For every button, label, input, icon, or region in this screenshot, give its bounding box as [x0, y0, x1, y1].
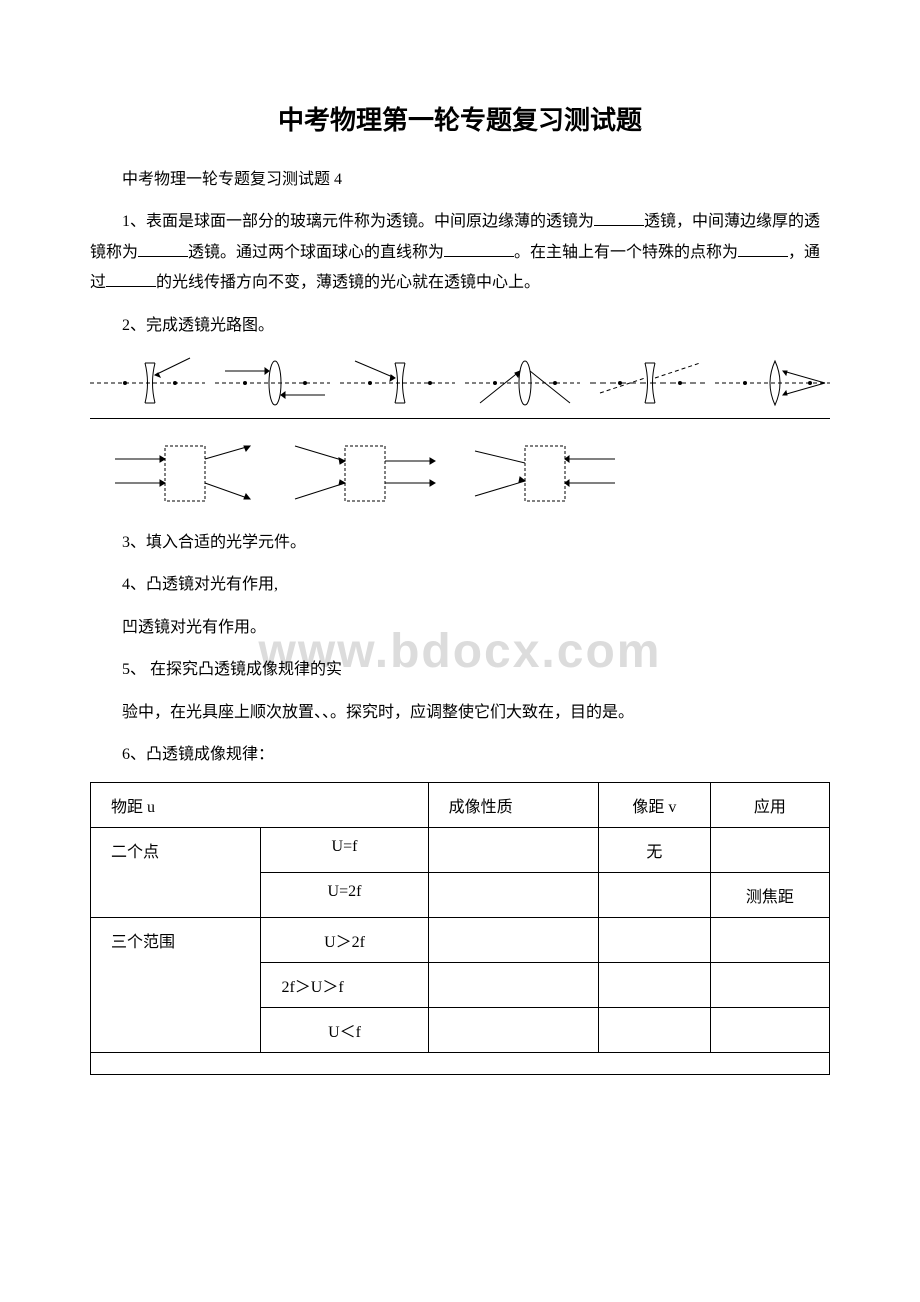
group-three-ranges: 三个范围: [91, 918, 261, 1053]
question-2: 2、完成透镜光路图。: [90, 311, 830, 341]
cell: [710, 1008, 829, 1053]
page-title: 中考物理第一轮专题复习测试题: [90, 100, 830, 137]
cell: [428, 918, 598, 963]
cell: U＜f: [261, 1008, 428, 1053]
blank: [444, 241, 514, 257]
cell: [428, 1008, 598, 1053]
cell: [599, 873, 711, 918]
imaging-rules-table: 物距 u 成像性质 像距 v 应用 二个点 U=f 无 U=2f 测焦距 三个范…: [90, 782, 830, 1075]
cell: U=2f: [261, 873, 428, 918]
th-image-property: 成像性质: [428, 783, 598, 828]
table-header-row: 物距 u 成像性质 像距 v 应用: [91, 783, 830, 828]
question-5-line1: 5、 在探究凸透镜成像规律的实: [90, 655, 830, 685]
cell: 无: [599, 828, 711, 873]
cell: U＞2f: [261, 918, 428, 963]
table-row: 三个范围 U＞2f: [91, 918, 830, 963]
blank: [106, 271, 156, 287]
cell: [710, 828, 829, 873]
question-1: 1、表面是球面一部分的玻璃元件称为透镜。中间原边缘薄的透镜为透镜，中间薄边缘厚的…: [90, 207, 830, 298]
q1-seg4: 。在主轴上有一个特殊的点称为: [514, 244, 738, 261]
cell: U=f: [261, 828, 428, 873]
cell: [428, 828, 598, 873]
document-content: 中考物理第一轮专题复习测试题 中考物理一轮专题复习测试题 4 1、表面是球面一部…: [90, 100, 830, 1075]
lens-diagram-row-2: [90, 441, 830, 516]
lens-diagram-row-1: [90, 353, 830, 419]
blank: [738, 241, 788, 257]
empty-cell: [91, 1053, 830, 1075]
th-image-distance: 像距 v: [599, 783, 711, 828]
q1-seg6: 的光线传播方向不变，薄透镜的光心就在透镜中心上。: [156, 274, 540, 291]
cell: [710, 963, 829, 1008]
cell: [599, 1008, 711, 1053]
th-application: 应用: [710, 783, 829, 828]
cell: 测焦距: [710, 873, 829, 918]
th-object-distance: 物距 u: [91, 783, 429, 828]
table-row-empty: [91, 1053, 830, 1075]
cell: 2f＞U＞f: [261, 963, 428, 1008]
diagram-divider: [90, 418, 830, 419]
lens-diagrams-svg-1: [90, 353, 830, 413]
question-3: 3、填入合适的光学元件。: [90, 528, 830, 558]
group-two-points: 二个点: [91, 828, 261, 918]
blank: [594, 210, 644, 226]
optical-boxes-svg: [90, 441, 650, 511]
table-row: 二个点 U=f 无: [91, 828, 830, 873]
question-4-line1: 4、凸透镜对光有作用,: [90, 570, 830, 600]
question-6: 6、凸透镜成像规律：: [90, 740, 830, 770]
blank: [138, 241, 188, 257]
question-4-line2: 凹透镜对光有作用。: [90, 613, 830, 643]
q1-seg1: 1、表面是球面一部分的玻璃元件称为透镜。中间原边缘薄的透镜为: [122, 213, 594, 230]
q1-seg3: 透镜。通过两个球面球心的直线称为: [188, 244, 444, 261]
cell: [599, 918, 711, 963]
cell: [428, 963, 598, 1008]
cell: [428, 873, 598, 918]
cell: [599, 963, 711, 1008]
subtitle: 中考物理一轮专题复习测试题 4: [90, 165, 830, 195]
question-5-line2: 验中，在光具座上顺次放置、、。探究时，应调整使它们大致在，目的是。: [90, 698, 830, 728]
cell: [710, 918, 829, 963]
